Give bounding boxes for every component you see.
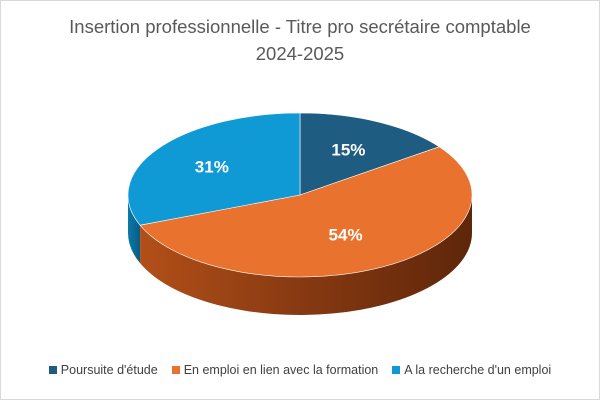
pie-tops <box>127 112 473 278</box>
pie-slice-emploi <box>139 146 473 278</box>
legend-label-poursuite: Poursuite d'étude <box>60 363 158 377</box>
legend-swatch-emploi <box>171 366 180 374</box>
pie-side-recherche <box>128 195 141 264</box>
pie-label-emploi: 54% <box>329 226 363 245</box>
pie-sides <box>128 195 473 315</box>
legend-item-poursuite: Poursuite d'étude <box>48 363 158 377</box>
pie-slice-poursuite <box>299 112 440 196</box>
pie-labels: 15% 54% 31% <box>195 141 366 245</box>
pie-label-poursuite: 15% <box>331 141 365 160</box>
legend-item-recherche: A la recherche d'un emploi <box>392 363 551 377</box>
pie-slice-recherche <box>127 112 301 226</box>
legend-item-emploi: En emploi en lien avec la formation <box>171 363 379 377</box>
pie-label-recherche: 31% <box>195 157 229 176</box>
chart-title-line-2: 2024-2025 <box>255 43 345 64</box>
chart-legend: Poursuite d'étude En emploi en lien avec… <box>0 363 600 377</box>
legend-swatch-poursuite <box>48 366 57 374</box>
legend-swatch-recherche <box>392 366 401 374</box>
legend-label-emploi: En emploi en lien avec la formation <box>183 363 379 377</box>
legend-label-recherche: A la recherche d'un emploi <box>404 363 552 377</box>
pie-side-emploi <box>140 195 473 315</box>
chart-title: Insertion professionnelle - Titre pro se… <box>0 13 600 67</box>
chart-title-line-1: Insertion professionnelle - Titre pro se… <box>69 16 531 37</box>
